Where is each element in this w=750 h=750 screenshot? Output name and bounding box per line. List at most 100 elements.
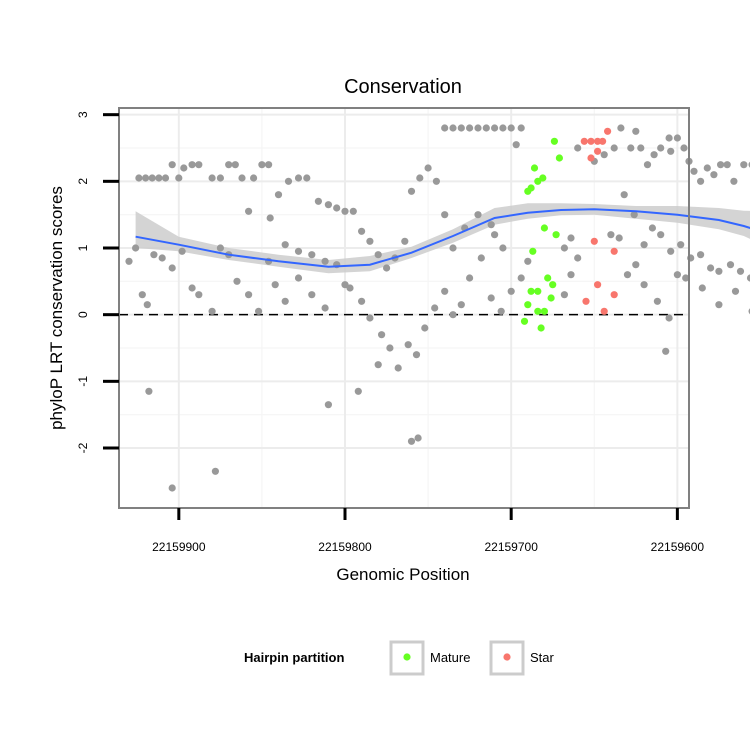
other-point	[225, 161, 233, 169]
legend-key-star	[489, 640, 525, 676]
other-point	[358, 297, 366, 305]
other-point	[414, 434, 422, 442]
other-point	[698, 284, 706, 292]
mature-point	[524, 301, 532, 309]
other-point	[627, 144, 635, 152]
other-point	[487, 294, 495, 302]
other-point	[265, 161, 273, 169]
other-point	[125, 257, 133, 265]
other-point	[643, 161, 652, 169]
other-point	[665, 134, 673, 142]
other-point	[740, 161, 748, 169]
other-point	[632, 261, 640, 269]
star-point	[594, 137, 602, 145]
other-point	[449, 311, 457, 319]
other-point	[266, 214, 274, 222]
other-point	[168, 264, 176, 272]
other-point	[324, 401, 332, 409]
other-point	[281, 297, 289, 305]
other-point	[610, 144, 618, 152]
y-tick-label: 3	[76, 111, 90, 118]
other-point	[314, 197, 322, 205]
other-point	[158, 254, 166, 262]
other-point	[161, 174, 170, 182]
mature-point	[530, 164, 539, 172]
other-point	[746, 274, 750, 282]
star-points	[580, 127, 618, 315]
other-point	[349, 207, 357, 215]
other-point	[421, 324, 429, 332]
plot-panel	[118, 107, 750, 509]
other-point	[648, 224, 657, 232]
mature-point	[534, 307, 542, 315]
other-point	[730, 177, 738, 185]
mature-point	[527, 287, 535, 295]
y-axis-ticks: -2 -1 0 1 2 3	[76, 111, 119, 453]
other-point	[615, 234, 623, 242]
mature-point	[540, 307, 549, 315]
other-point	[231, 161, 239, 169]
other-point	[491, 231, 499, 239]
other-point	[690, 167, 698, 175]
mature-points	[520, 137, 564, 332]
other-point	[680, 144, 688, 152]
star-point	[594, 281, 602, 289]
other-point	[378, 331, 386, 339]
other-point	[284, 177, 293, 185]
x-tick-label: 22159600	[651, 540, 705, 554]
other-point	[208, 174, 216, 182]
other-point	[574, 144, 582, 152]
other-point	[168, 161, 176, 169]
other-point	[457, 124, 465, 132]
other-point	[640, 241, 648, 249]
other-point	[132, 244, 140, 252]
other-point	[401, 237, 409, 245]
smooth-line	[135, 208, 750, 268]
legend-label-star: Star	[530, 650, 555, 665]
other-point	[710, 171, 718, 179]
other-point	[466, 124, 474, 132]
other-point	[155, 174, 163, 182]
other-point	[431, 304, 439, 312]
other-point	[346, 284, 354, 292]
y-tick-label: 0	[76, 311, 90, 318]
other-point	[517, 274, 525, 282]
other-point	[623, 271, 632, 279]
other-point	[630, 211, 638, 219]
other-point	[731, 287, 740, 295]
star-point	[590, 237, 598, 245]
other-point	[449, 244, 457, 252]
other-point	[308, 291, 316, 299]
other-point	[653, 297, 662, 305]
other-point	[715, 267, 723, 275]
star-point	[580, 137, 588, 145]
other-point	[374, 251, 382, 259]
other-point	[303, 174, 311, 182]
other-point	[449, 124, 457, 132]
mature-point	[555, 154, 564, 162]
other-point	[487, 221, 495, 229]
other-point	[499, 244, 507, 252]
other-point	[374, 361, 382, 369]
other-point	[512, 141, 520, 149]
y-tick-label: -1	[76, 376, 90, 387]
mature-point	[547, 294, 555, 302]
other-point	[383, 264, 391, 272]
other-point	[324, 201, 332, 209]
other-point	[600, 151, 608, 159]
legend-label-mature: Mature	[430, 650, 470, 665]
other-point	[333, 204, 341, 212]
legend-dot-mature	[403, 653, 411, 661]
mature-point	[549, 281, 557, 289]
other-point	[707, 264, 715, 272]
other-point	[517, 124, 525, 132]
star-point	[610, 291, 618, 299]
other-point	[216, 244, 224, 252]
other-point	[662, 347, 670, 355]
other-point	[657, 144, 665, 152]
other-point	[466, 274, 474, 282]
other-point	[717, 161, 725, 169]
smooth-line-layer	[135, 208, 750, 268]
other-point	[715, 301, 723, 309]
other-point	[726, 261, 735, 269]
